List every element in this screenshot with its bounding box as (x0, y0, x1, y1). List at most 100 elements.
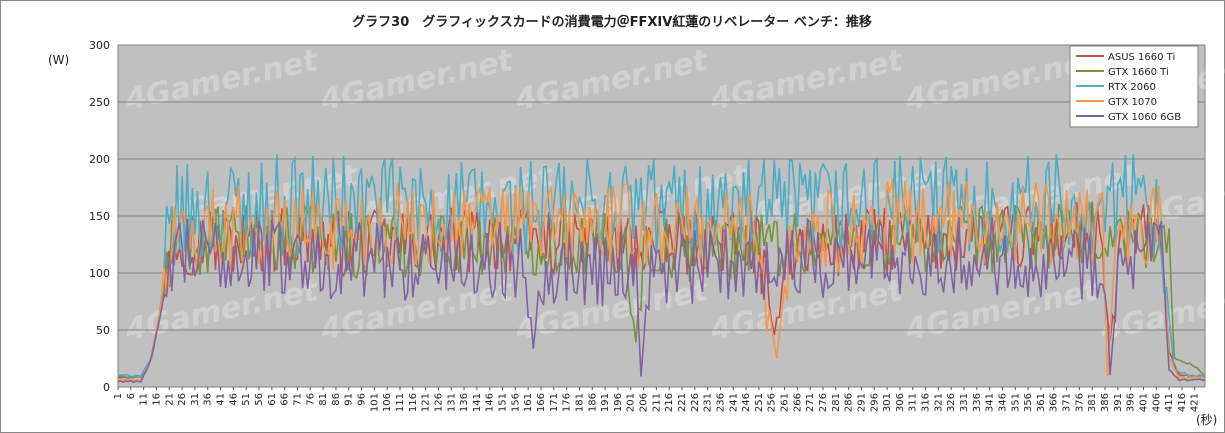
x-tick-label: 46 (228, 393, 239, 406)
x-tick-label: 31 (190, 393, 201, 406)
x-tick-label: 286 (844, 393, 855, 412)
x-tick-label: 351 (1010, 393, 1021, 412)
x-tick-label: 191 (600, 393, 611, 412)
x-tick-label: 71 (292, 393, 303, 406)
x-tick-label: 406 (1151, 393, 1162, 412)
x-tick-label: 281 (831, 393, 842, 412)
x-tick-label: 111 (395, 393, 406, 412)
x-tick-label: 336 (972, 393, 983, 412)
x-tick-label: 391 (1113, 393, 1124, 412)
legend-label: GTX 1060 6GB (1108, 112, 1181, 123)
x-tick-label: 361 (1036, 393, 1047, 412)
x-tick-label: 306 (895, 393, 906, 412)
x-tick-label: 421 (1190, 393, 1201, 412)
x-tick-label: 411 (1164, 393, 1175, 412)
x-tick-label: 296 (869, 393, 880, 412)
x-tick-label: 321 (933, 393, 944, 412)
x-tick-label: 241 (728, 393, 739, 412)
x-tick-label: 256 (767, 393, 778, 412)
x-tick-label: 341 (985, 393, 996, 412)
legend-label: RTX 2060 (1108, 82, 1156, 93)
x-tick-label: 401 (1138, 393, 1149, 412)
y-tick-label: 50 (96, 324, 110, 337)
x-tick-label: 201 (626, 393, 637, 412)
y-tick-label: 150 (89, 210, 110, 223)
legend-label: GTX 1070 (1108, 97, 1157, 108)
x-tick-label: 156 (510, 393, 521, 412)
x-tick-label: 396 (1126, 393, 1137, 412)
x-tick-label: 146 (485, 393, 496, 412)
x-tick-label: 121 (421, 393, 432, 412)
y-axis-unit: (W) (48, 53, 69, 67)
legend-label: GTX 1660 Ti (1108, 67, 1169, 78)
x-tick-label: 151 (498, 393, 509, 412)
chart-title: グラフ30 グラフィックスカードの消費電力＠FFXIV紅蓮のリベレーター ベンチ… (352, 14, 872, 30)
x-tick-label: 311 (908, 393, 919, 412)
x-tick-label: 416 (1177, 393, 1188, 412)
x-tick-label: 106 (382, 393, 393, 412)
x-tick-label: 91 (344, 393, 355, 406)
x-tick-label: 141 (472, 393, 483, 412)
x-tick-label: 61 (267, 393, 278, 406)
x-tick-label: 206 (639, 393, 650, 412)
x-tick-label: 276 (818, 393, 829, 412)
series-line-4 (117, 178, 1206, 383)
x-tick-label: 316 (921, 393, 932, 412)
series-line-1 (117, 201, 1206, 379)
x-tick-label: 66 (280, 393, 291, 406)
x-tick-label: 41 (216, 393, 227, 406)
x-tick-label: 81 (318, 393, 329, 406)
x-tick-label: 271 (805, 393, 816, 412)
y-tick-label: 0 (103, 381, 110, 394)
x-tick-label: 356 (1023, 393, 1034, 412)
x-tick-label: 166 (536, 393, 547, 412)
x-tick-label: 376 (1074, 393, 1085, 412)
x-tick-label: 196 (613, 393, 624, 412)
x-tick-label: 56 (254, 393, 265, 406)
x-tick-label: 86 (331, 393, 342, 406)
x-tick-label: 236 (715, 393, 726, 412)
x-tick-label: 16 (151, 393, 162, 406)
x-tick-label: 126 (433, 393, 444, 412)
x-tick-label: 6 (126, 393, 137, 399)
x-tick-label: 171 (549, 393, 560, 412)
x-tick-label: 246 (741, 393, 752, 412)
x-tick-label: 226 (690, 393, 701, 412)
x-tick-label: 186 (587, 393, 598, 412)
x-tick-label: 116 (408, 393, 419, 412)
x-tick-label: 346 (997, 393, 1008, 412)
y-tick-label: 300 (89, 39, 110, 52)
x-tick-label: 371 (1062, 393, 1073, 412)
x-tick-label: 211 (651, 393, 662, 412)
legend: ASUS 1660 Ti GTX 1660 Ti RTX 2060 GTX 1070 G… (1069, 45, 1199, 128)
x-tick-label: 366 (1049, 393, 1060, 412)
x-tick-label: 386 (1100, 393, 1111, 412)
x-tick-label: 261 (780, 393, 791, 412)
series-line-5 (117, 217, 1206, 384)
x-tick-label: 1 (113, 393, 124, 399)
x-tick-label: 26 (177, 393, 188, 406)
x-tick-label: 11 (139, 393, 150, 406)
x-tick-label: 136 (459, 393, 470, 412)
x-tick-label: 76 (305, 393, 316, 406)
x-tick-label: 301 (882, 393, 893, 412)
x-tick-label: 51 (241, 393, 252, 406)
x-tick-label: 131 (446, 393, 457, 412)
x-tick-label: 231 (703, 393, 714, 412)
x-axis-unit: (秒) (1196, 413, 1217, 427)
x-tick-label: 381 (1087, 393, 1098, 412)
x-tick-label: 221 (677, 393, 688, 412)
x-tick-label: 251 (754, 393, 765, 412)
x-tick-label: 181 (574, 393, 585, 412)
x-tick-label: 331 (959, 393, 970, 412)
y-tick-label: 200 (89, 153, 110, 166)
x-tick-label: 101 (369, 393, 380, 412)
x-tick-label: 326 (946, 393, 957, 412)
x-tick-label: 96 (357, 393, 368, 406)
x-tick-label: 21 (164, 393, 175, 406)
x-tick-label: 266 (792, 393, 803, 412)
plot-area: 4Gamer.net4Gamer.net4Gamer.net4Gamer.net… (89, 39, 1225, 412)
x-tick-label: 216 (664, 393, 675, 412)
x-tick-label: 291 (856, 393, 867, 412)
